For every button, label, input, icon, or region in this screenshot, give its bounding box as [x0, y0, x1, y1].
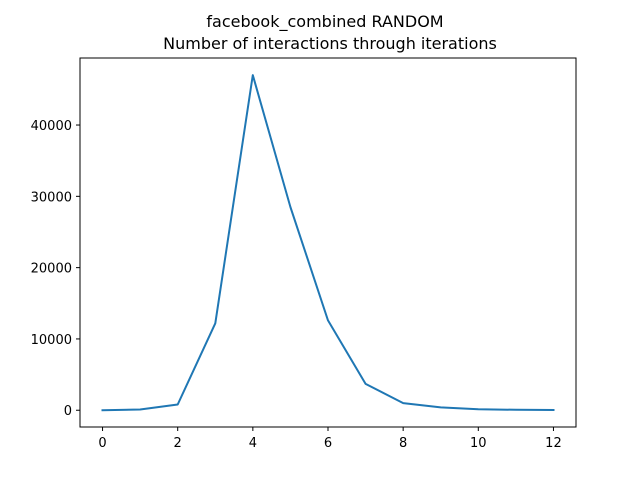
- series-line-0: [101, 74, 555, 412]
- plot-area: 0 2 4 6 8 10 12 0 10000 20000 30000 40000: [31, 57, 577, 451]
- x-tick-label-8: 8: [399, 436, 407, 451]
- chart-title-line-2: Number of interactions through iteration…: [163, 34, 497, 53]
- chart-title-line-1: facebook_combined RANDOM: [206, 12, 443, 32]
- x-tick-label-2: 2: [174, 436, 182, 451]
- y-tick-label-10000: 10000: [31, 333, 72, 348]
- x-tick-label-4: 4: [249, 436, 257, 451]
- x-tick-label-10: 10: [470, 436, 487, 451]
- x-tick-label-0: 0: [98, 436, 106, 451]
- x-tick-label-6: 6: [324, 436, 332, 451]
- y-tick-label-0: 0: [64, 404, 72, 419]
- x-tick-label-12: 12: [545, 436, 562, 451]
- y-tick-label-40000: 40000: [31, 119, 72, 134]
- y-tick-label-30000: 30000: [31, 190, 72, 205]
- y-tick-label-20000: 20000: [31, 262, 72, 277]
